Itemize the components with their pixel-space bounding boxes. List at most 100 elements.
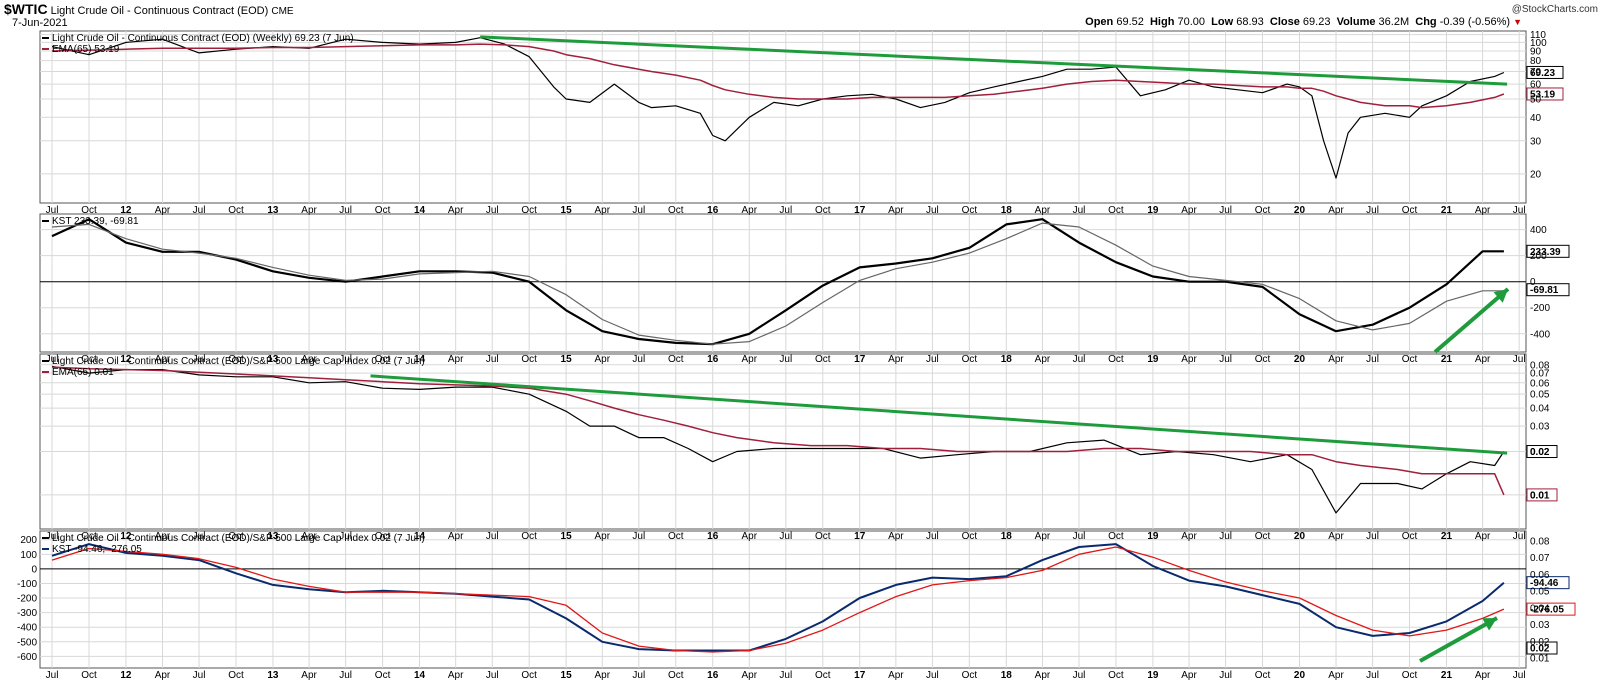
x-tick-label: 19 <box>1147 205 1159 216</box>
x-tick-label: Jul <box>486 354 499 365</box>
y-tick-label: 0.06 <box>1530 378 1550 389</box>
legend-label: EMA(65) 53.19 <box>52 44 120 55</box>
x-tick-label: 16 <box>707 354 719 365</box>
y-tick-label: 100 <box>1530 38 1547 49</box>
x-tick-label: Jul <box>1513 531 1526 542</box>
series-line-secondary <box>51 546 1505 653</box>
x-tick-label: Jul <box>926 531 939 542</box>
x-tick-label: 20 <box>1294 670 1306 681</box>
x-tick-label: 21 <box>1441 205 1453 216</box>
y-tick-label: 0.08 <box>1530 360 1550 371</box>
x-tick-label: Apr <box>594 531 610 542</box>
x-tick-label: Jul <box>1073 531 1086 542</box>
x-tick-label: 18 <box>1001 205 1013 216</box>
legend-label: KST 233.39, -69.81 <box>52 216 139 227</box>
x-tick-label: 13 <box>267 670 279 681</box>
y2-tick-label: 0.03 <box>1530 620 1550 631</box>
x-tick-label: Oct <box>962 205 978 216</box>
volume-label: Volume <box>1336 16 1376 28</box>
series-line-secondary <box>51 43 1505 109</box>
x-tick-label: Apr <box>1475 205 1491 216</box>
y-tick-label: -400 <box>1530 329 1550 340</box>
y-tick-label: 0.07 <box>1530 369 1550 380</box>
y2-tick-label: 0.05 <box>1530 587 1550 598</box>
x-tick-label: Oct <box>962 354 978 365</box>
legend-label: Light Crude Oil - Continuous Contract (E… <box>52 356 425 367</box>
x-tick-label: 15 <box>561 354 573 365</box>
x-tick-label: Apr <box>1035 531 1051 542</box>
x-tick-label: Apr <box>594 205 610 216</box>
chart-date: 7-Jun-2021 <box>12 17 68 29</box>
x-tick-label: Jul <box>193 354 206 365</box>
x-tick-label: Jul <box>1219 531 1232 542</box>
y-tick-label-left: 200 <box>20 535 37 546</box>
value-tag-label: -94.46 <box>1530 578 1559 589</box>
value-tag-label: -69.81 <box>1530 285 1559 296</box>
x-tick-label: Apr <box>1475 531 1491 542</box>
y-tick-label: 80 <box>1530 56 1542 67</box>
x-tick-label: 12 <box>120 531 132 542</box>
x-tick-label: Apr <box>301 205 317 216</box>
x-tick-label: 13 <box>267 531 279 542</box>
x-tick-label: 12 <box>120 354 132 365</box>
x-tick-label: 20 <box>1294 205 1306 216</box>
symbol-exchange: CME <box>271 6 294 17</box>
x-tick-label: 12 <box>120 670 132 681</box>
x-tick-label: Jul <box>1219 205 1232 216</box>
y-tick-label: 0.01 <box>1530 490 1550 501</box>
y-tick-label: -200 <box>1530 303 1550 314</box>
x-tick-label: Oct <box>1402 670 1418 681</box>
y-tick-label: 0.04 <box>1530 404 1550 415</box>
x-tick-label: 19 <box>1147 531 1159 542</box>
x-tick-label: Apr <box>888 670 904 681</box>
x-tick-label: Oct <box>1255 354 1271 365</box>
x-tick-label: Jul <box>1073 354 1086 365</box>
value-tag-label: -276.05 <box>1530 605 1564 616</box>
x-tick-label: Jul <box>339 670 352 681</box>
open-value: 69.52 <box>1116 16 1144 28</box>
x-tick-label: Oct <box>81 354 97 365</box>
x-tick-label: Apr <box>1328 354 1344 365</box>
x-tick-label: Oct <box>521 531 537 542</box>
x-tick-label: Jul <box>632 670 645 681</box>
panel-3: Light Crude Oil - Continuous Contract (E… <box>39 353 1558 530</box>
x-tick-label: 18 <box>1001 670 1013 681</box>
x-tick-label: Apr <box>888 531 904 542</box>
stockcharts-watermark: @StockCharts.com <box>1512 4 1598 15</box>
x-tick-label: 15 <box>561 670 573 681</box>
x-tick-label: Oct <box>81 531 97 542</box>
x-tick-label: Oct <box>815 354 831 365</box>
series-line-primary <box>51 218 1504 346</box>
symbol-header: $WTIC Light Crude Oil - Continuous Contr… <box>4 1 294 17</box>
x-tick-label: Jul <box>193 205 206 216</box>
y-tick-label: 400 <box>1530 225 1547 236</box>
arrow-kst-up-head <box>1493 289 1508 303</box>
value-tag-box <box>1526 602 1576 616</box>
x-tick-label: 18 <box>1001 354 1013 365</box>
x-tick-label: Apr <box>888 354 904 365</box>
x-tick-label: 13 <box>267 205 279 216</box>
x-tick-label: Apr <box>888 205 904 216</box>
legend-label: EMA(65) 0.01 <box>52 367 114 378</box>
x-tick-label: Oct <box>962 531 978 542</box>
y-tick-label: 0.03 <box>1530 422 1550 433</box>
value-tag-box <box>1526 244 1570 258</box>
y2-tick-label: 0.02 <box>1530 637 1550 648</box>
x-tick-label: 21 <box>1441 531 1453 542</box>
y-tick-label-left: 100 <box>20 550 37 561</box>
x-tick-label: Oct <box>375 354 391 365</box>
x-tick-label: Jul <box>632 205 645 216</box>
y-tick-label: 30 <box>1530 136 1542 147</box>
y2-tick-label: 0.01 <box>1530 654 1550 665</box>
y-tick-label: 90 <box>1530 47 1542 58</box>
x-tick-label: 16 <box>707 531 719 542</box>
x-tick-label: Jul <box>486 205 499 216</box>
x-tick-label: 20 <box>1294 354 1306 365</box>
value-tag-box <box>1526 641 1558 655</box>
series-line-primary <box>51 543 1505 652</box>
x-tick-label: Apr <box>741 531 757 542</box>
value-tag-label: 53.19 <box>1530 89 1555 100</box>
x-tick-label: Oct <box>521 354 537 365</box>
x-tick-label: Apr <box>301 531 317 542</box>
x-tick-label: 16 <box>707 205 719 216</box>
